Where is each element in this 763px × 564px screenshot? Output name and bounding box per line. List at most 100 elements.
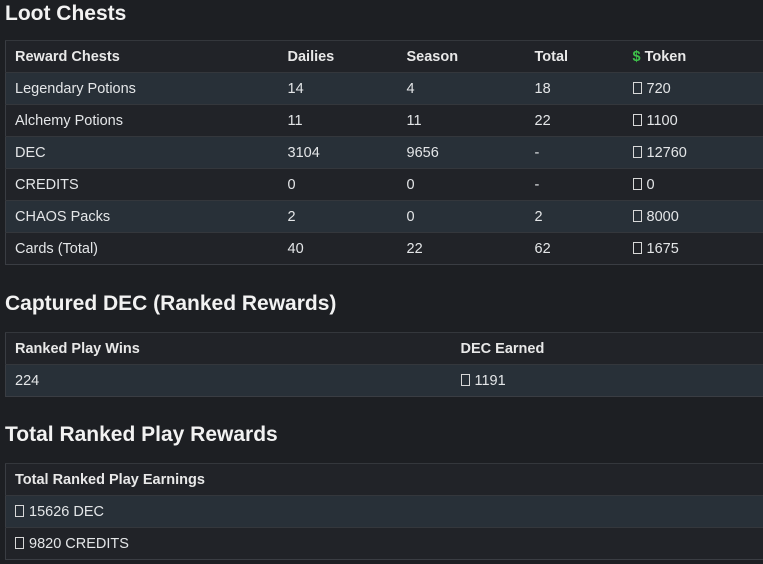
header-cell: Total Ranked Play Earnings xyxy=(5,463,763,496)
table-row: DEC 3104 9656 - 12760 xyxy=(5,136,763,169)
table-row: CHAOS Packs 2 0 2 8000 xyxy=(5,200,763,233)
table-cell: 11 xyxy=(397,104,526,137)
token-icon xyxy=(15,536,24,549)
token-icon xyxy=(632,81,642,94)
header-text: Dailies xyxy=(287,48,335,65)
cell-text: 0 xyxy=(406,208,415,225)
token-icon xyxy=(15,504,24,517)
cell-text: 0 xyxy=(406,176,415,193)
table-cell: 22 xyxy=(397,232,526,265)
token-icon xyxy=(632,113,642,126)
cell-text: 18 xyxy=(534,80,551,97)
cell-text: 720 xyxy=(646,80,671,97)
cell-text: 0 xyxy=(646,176,655,193)
cell-text: 15626 DEC xyxy=(29,503,104,520)
header-cell: Total xyxy=(525,40,624,73)
header-cell: Reward Chests xyxy=(5,40,279,73)
cell-text: 9656 xyxy=(406,144,439,161)
cell-text: 62 xyxy=(534,240,551,257)
table-row: 9820 CREDITS xyxy=(5,527,763,560)
token-icon xyxy=(632,241,642,254)
section-title: Total Ranked Play Rewards xyxy=(5,423,278,446)
data-table: Total Ranked Play Earnings 15626 DEC 9820 … xyxy=(5,463,763,560)
header-text: Total Ranked Play Earnings xyxy=(15,471,205,488)
table-row: Alchemy Potions 11 11 22 1100 xyxy=(5,104,763,137)
cell-text: 9820 CREDITS xyxy=(29,535,129,552)
table-cell: 62 xyxy=(525,232,624,265)
table-cell: 2 xyxy=(525,200,624,233)
table-cell: 2 xyxy=(278,200,398,233)
table-cell: 14 xyxy=(278,72,398,105)
cell-text: 1675 xyxy=(646,240,679,257)
table-row: Cards (Total) 40 22 62 1675 xyxy=(5,232,763,265)
cell-text: 12760 xyxy=(646,144,687,161)
table-cell: 22 xyxy=(525,104,624,137)
table-cell: 1100 xyxy=(623,104,763,137)
cell-text: 2 xyxy=(287,208,296,225)
cell-text: 11 xyxy=(406,112,422,129)
header-text: Token xyxy=(644,48,687,65)
section-title: Captured DEC (Ranked Rewards) xyxy=(5,292,337,315)
token-icon xyxy=(632,177,642,190)
table-cell: DEC xyxy=(5,136,279,169)
cell-text: 0 xyxy=(287,176,296,193)
table-cell: 8000 xyxy=(623,200,763,233)
cell-text: 1191 xyxy=(474,372,506,389)
cell-text: 40 xyxy=(287,240,304,257)
table-cell: 9656 xyxy=(397,136,526,169)
table-row: 224 1191 xyxy=(5,364,763,397)
table-cell: 18 xyxy=(525,72,624,105)
table-cell: CHAOS Packs xyxy=(5,200,279,233)
table-cell: 720 xyxy=(623,72,763,105)
table-cell: Cards (Total) xyxy=(5,232,279,265)
header-row: Total Ranked Play Earnings xyxy=(5,463,763,496)
table-cell: 0 xyxy=(278,168,398,201)
token-symbol: $ xyxy=(632,48,641,65)
table-cell: - xyxy=(525,168,624,201)
header-cell: Ranked Play Wins xyxy=(5,332,452,365)
table-cell: 4 xyxy=(397,72,526,105)
cell-text: Alchemy Potions xyxy=(15,112,123,129)
table-cell: 12760 xyxy=(623,136,763,169)
cell-text: 22 xyxy=(534,112,551,129)
header-cell: Season xyxy=(397,40,526,73)
table-cell: 224 xyxy=(5,364,452,397)
table-cell: 11 xyxy=(278,104,398,137)
cell-text: - xyxy=(534,144,540,161)
cell-text: 14 xyxy=(287,80,304,97)
table-row: Legendary Potions 14 4 18 720 xyxy=(5,72,763,105)
cell-text: DEC xyxy=(15,144,46,161)
table-cell: 40 xyxy=(278,232,398,265)
table-row: 15626 DEC xyxy=(5,495,763,528)
header-text: Reward Chests xyxy=(15,48,120,65)
table-cell: 1675 xyxy=(623,232,763,265)
data-table: Ranked Play Wins DEC Earned 224 1191 xyxy=(5,332,763,397)
header-text: Season xyxy=(406,48,459,65)
cell-text: Legendary Potions xyxy=(15,80,136,97)
cell-text: 4 xyxy=(406,80,415,97)
token-icon xyxy=(632,209,642,222)
cell-text: 224 xyxy=(15,372,40,389)
header-cell: Dailies xyxy=(278,40,398,73)
table-cell: 3104 xyxy=(278,136,398,169)
token-icon xyxy=(460,373,470,386)
table-cell: 9820 CREDITS xyxy=(5,527,763,560)
token-icon xyxy=(632,145,642,158)
table-row: CREDITS 0 0 - 0 xyxy=(5,168,763,201)
table-cell: 0 xyxy=(623,168,763,201)
cell-text: 11 xyxy=(287,112,303,129)
cell-text: CREDITS xyxy=(15,176,79,193)
header-text: Ranked Play Wins xyxy=(15,340,140,357)
data-table: Reward Chests Dailies Season Total $ Token Leg… xyxy=(5,40,763,265)
header-cell: DEC Earned xyxy=(451,332,763,365)
table-cell: - xyxy=(525,136,624,169)
table-cell: 0 xyxy=(397,168,526,201)
cell-text: Cards (Total) xyxy=(15,240,98,257)
cell-text: 2 xyxy=(534,208,543,225)
cell-text: 3104 xyxy=(287,144,320,161)
table-cell: 1191 xyxy=(451,364,763,397)
table-cell: Alchemy Potions xyxy=(5,104,279,137)
table-cell: CREDITS xyxy=(5,168,279,201)
header-row: Ranked Play Wins DEC Earned xyxy=(5,332,763,365)
